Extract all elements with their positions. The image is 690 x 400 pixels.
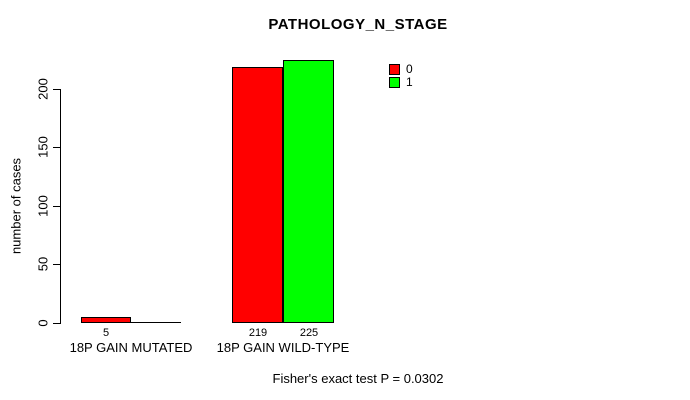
y-axis-label: number of cases	[8, 157, 24, 255]
category-label-mutated: 18P GAIN MUTATED	[69, 340, 193, 355]
legend-item-0: 0	[389, 63, 413, 76]
bar-mutated-series-0	[81, 317, 131, 323]
legend-swatch-red	[389, 64, 400, 75]
bar-value-label-wildtype-1: 225	[299, 327, 319, 339]
y-tick-50	[53, 264, 61, 265]
fisher-test-annotation: Fisher's exact test P = 0.0302	[272, 371, 444, 386]
legend-label-1: 1	[406, 75, 413, 89]
y-tick-100	[53, 206, 61, 207]
bar-wildtype-series-1	[283, 60, 334, 323]
bar-value-label-wildtype-0: 219	[248, 327, 268, 339]
y-tick-label-50: 50	[35, 256, 51, 272]
y-tick-label-150: 150	[35, 136, 51, 158]
y-tick-150	[53, 147, 61, 148]
bar-value-label-mutated-0: 5	[102, 327, 110, 339]
y-tick-label-100: 100	[35, 195, 51, 217]
y-tick-label-200: 200	[35, 78, 51, 100]
legend-label-0: 0	[406, 62, 413, 76]
y-tick-200	[53, 89, 61, 90]
legend: 0 1	[389, 63, 413, 89]
legend-swatch-green	[389, 77, 400, 88]
chart-title: PATHOLOGY_N_STAGE	[268, 16, 448, 33]
category-label-wildtype: 18P GAIN WILD-TYPE	[216, 340, 350, 355]
bar-wildtype-series-0	[232, 67, 283, 323]
legend-item-1: 1	[389, 76, 413, 89]
y-tick-0	[53, 323, 61, 324]
y-tick-label-0: 0	[35, 319, 51, 327]
bar-mutated-series-1	[131, 322, 181, 323]
